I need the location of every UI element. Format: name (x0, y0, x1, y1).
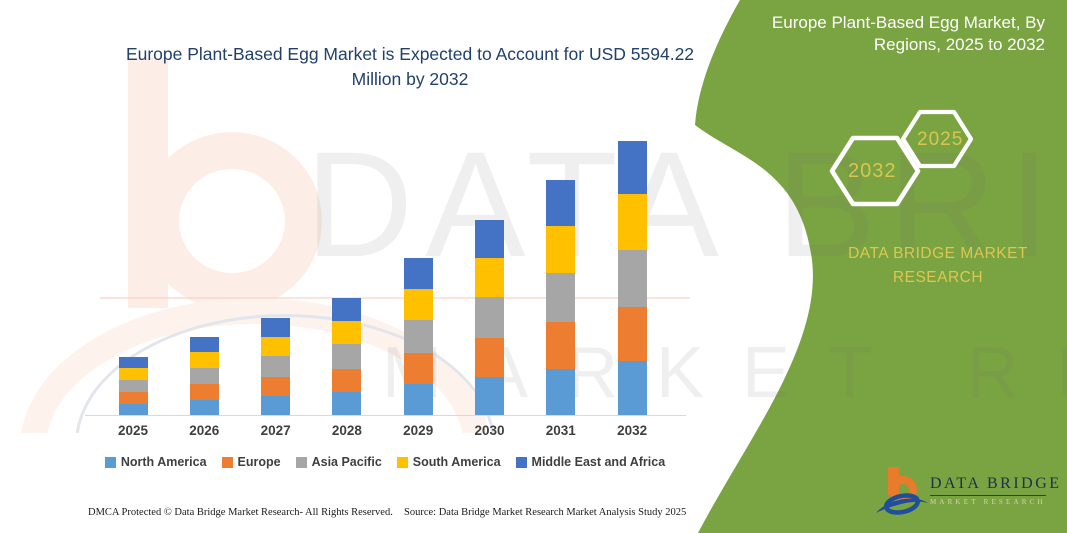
legend-label: Asia Pacific (311, 455, 382, 469)
bar-segment (617, 193, 647, 250)
x-axis-label: 2031 (545, 423, 576, 438)
hexagon-2032 (829, 135, 921, 207)
bar-segment (617, 249, 647, 307)
bar-segment (118, 380, 148, 393)
bar-segment (189, 337, 219, 353)
company-logo-text: DATA BRIDGE MARKET RESEARCH (930, 475, 1062, 506)
logo-d-loop (884, 493, 920, 515)
logo-subtitle: MARKET RESEARCH (930, 498, 1046, 506)
legend-label: South America (412, 455, 501, 469)
bar-segment (475, 337, 504, 377)
bar-segment (261, 318, 291, 337)
stacked-bar-2029 (403, 258, 433, 415)
bar-segment (546, 180, 576, 226)
bar-segment (189, 384, 219, 400)
bar-segment (118, 392, 148, 404)
x-axis-label: 2032 (617, 423, 648, 438)
hexagon-2032-label: 2032 (848, 160, 897, 182)
bar-segment (475, 220, 504, 258)
stacked-bar-chart: 2025 2026 2027 2028 2029 2030 2031 2032 (85, 130, 686, 438)
stacked-bar-2030 (475, 220, 504, 415)
bar-segment (403, 384, 433, 415)
footer-source-text: Source: Data Bridge Market Research Mark… (404, 507, 687, 518)
bar-segment (546, 322, 576, 369)
bar-segment (261, 356, 291, 377)
logo-underline (930, 495, 1046, 496)
bar-segment (261, 336, 291, 357)
legend-item: Middle East and Africa (515, 455, 666, 469)
green-panel-shape (695, 0, 1067, 533)
bar-segment (332, 298, 362, 321)
bar-segment (617, 141, 647, 194)
panel-title-line2: Regions, 2025 to 2032 (873, 35, 1045, 55)
x-axis-label: 2030 (474, 423, 505, 438)
legend-label: Europe (237, 455, 281, 469)
chart-legend: North America Europe Asia Pacific South Ame… (70, 455, 700, 469)
company-logo-mark-icon (876, 467, 928, 515)
logo-name: DATA BRIDGE (930, 475, 1062, 492)
bar-segment (617, 306, 647, 362)
bar-segment (118, 368, 148, 381)
legend-item: Asia Pacific (295, 455, 382, 469)
x-axis-label: 2029 (403, 423, 434, 438)
legend-swatch-icon (515, 456, 527, 468)
bar-segment (118, 403, 148, 415)
bar-segment (403, 353, 433, 385)
bar-segment (403, 258, 433, 289)
legend-swatch-icon (396, 456, 408, 468)
panel-brand-text: DATA BRIDGE MARKET RESEARCH (838, 242, 1038, 290)
bar-segment (546, 273, 576, 323)
footer-dmca-text: DMCA Protected © Data Bridge Market Rese… (88, 507, 393, 518)
stacked-bar-2025 (118, 357, 148, 415)
bar-segment (118, 357, 148, 369)
stacked-bar-2027 (261, 318, 291, 415)
stacked-bar-2028 (332, 298, 362, 415)
bar-segment (475, 376, 504, 415)
bar-segment (475, 257, 504, 298)
legend-swatch-icon (295, 456, 307, 468)
legend-swatch-icon (104, 456, 116, 468)
bar-segment (546, 225, 576, 274)
x-axis-label: 2027 (260, 423, 291, 438)
panel-brand-line2: RESEARCH (892, 269, 984, 287)
bar-segment (403, 320, 433, 354)
legend-label: North America (120, 455, 207, 469)
stacked-bar-2026 (189, 337, 219, 415)
bar-segment (475, 297, 504, 338)
x-axis-label: 2025 (117, 423, 149, 438)
legend-item: South America (396, 455, 501, 469)
watermark-horizontal-line (100, 297, 690, 299)
legend-item: Europe (221, 455, 281, 469)
x-axis-label: 2028 (331, 423, 362, 438)
bar-segment (261, 376, 291, 396)
stacked-bar-2031 (546, 180, 576, 415)
bar-segment (189, 352, 219, 368)
hexagon-2025-label: 2025 (917, 129, 964, 150)
stacked-bar-2032 (617, 141, 647, 415)
bar-segment (332, 392, 362, 415)
legend-label: Middle East and Africa (531, 455, 666, 469)
chart-title: Europe Plant-Based Egg Market is Expecte… (125, 44, 695, 90)
bar-segment (332, 320, 362, 345)
x-axis-line (85, 415, 686, 416)
bar-segment (261, 396, 291, 415)
bar-segment (403, 288, 433, 321)
hexagon-badges (829, 109, 974, 207)
bar-segment (546, 369, 576, 415)
bar-segment (189, 399, 219, 415)
panel-title: Europe Plant-Based Egg Market, By Region… (735, 12, 1045, 57)
bar-segment (332, 368, 362, 393)
bar-segment (617, 361, 647, 415)
hexagon-2025 (900, 109, 974, 169)
legend-swatch-icon (221, 456, 233, 468)
bar-segment (189, 367, 219, 385)
company-logo: DATA BRIDGE MARKET RESEARCH (874, 463, 1059, 521)
legend-item: North America (104, 455, 207, 469)
x-axis-label: 2026 (189, 423, 220, 438)
bar-segment (332, 344, 362, 369)
panel-title-line1: Europe Plant-Based Egg Market, By (771, 13, 1045, 32)
panel-brand-line1: DATA BRIDGE MARKET (848, 245, 1028, 262)
